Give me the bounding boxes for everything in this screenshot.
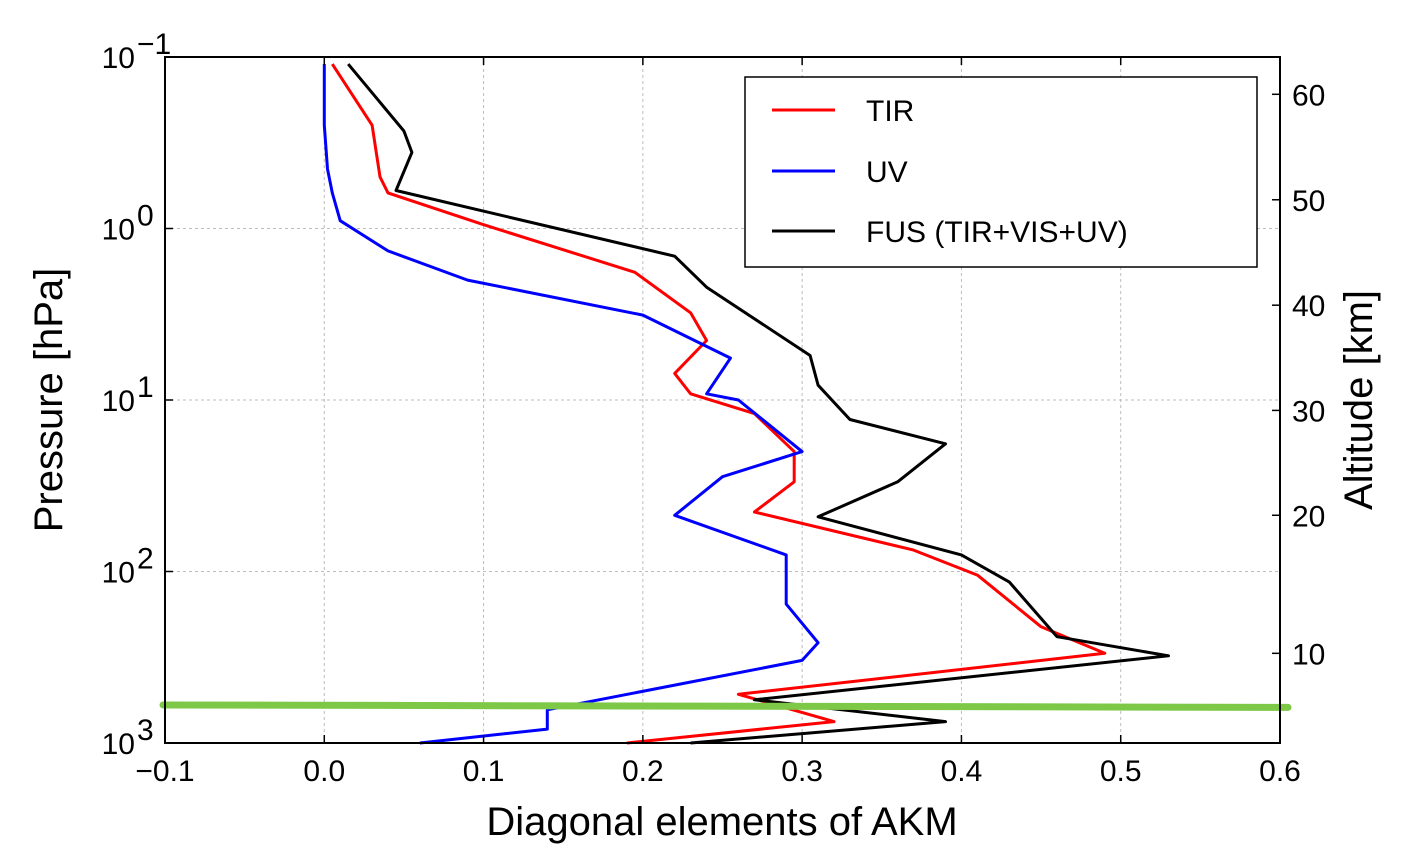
legend-label-fus: FUS (TIR+VIS+UV) [866, 216, 1128, 249]
y-tick-exponent: −1 [137, 28, 171, 61]
y2-tick-label: 20 [1292, 500, 1325, 533]
y-tick-exponent: 0 [137, 200, 154, 233]
x-tick-label: −0.1 [135, 755, 194, 788]
x-tick-label: 0.5 [1100, 755, 1142, 788]
x-tick-label: 0.1 [463, 755, 505, 788]
y2-axis: 10 20 30 40 50 60 [1272, 79, 1325, 671]
legend-label-uv: UV [866, 156, 908, 189]
y2-tick-label: 60 [1292, 79, 1325, 112]
x-tick-label: 0.4 [941, 755, 983, 788]
y-tick-label: 10 [102, 214, 135, 247]
y-tick-label: 10 [102, 42, 135, 75]
x-tick-label: 0.3 [781, 755, 823, 788]
x-tick-label: 0.2 [622, 755, 664, 788]
reference-line [159, 701, 1292, 711]
plot-series [322, 63, 1170, 745]
y2-tick-label: 10 [1292, 638, 1325, 671]
x-tick-label: 0.6 [1259, 755, 1301, 788]
series-line-uv [322, 64, 820, 745]
y-tick-exponent: 1 [137, 371, 154, 404]
y-tick-label: 10 [102, 385, 135, 418]
x-tick-label: 0.0 [303, 755, 345, 788]
legend-label-tir: TIR [866, 95, 914, 128]
x-axis-title: Diagonal elements of AKM [486, 800, 957, 844]
legend: TIR UV FUS (TIR+VIS+UV) [744, 76, 1258, 268]
y-tick-label: 10 [102, 557, 135, 590]
y2-tick-label: 40 [1292, 290, 1325, 323]
y2-tick-label: 50 [1292, 185, 1325, 218]
series-line-fus-tir-vis-uv [347, 63, 1170, 745]
y-tick-exponent: 3 [137, 714, 154, 747]
y-tick-label: 10 [102, 728, 135, 761]
y2-tick-label: 30 [1292, 395, 1325, 428]
reference-line-layer [159, 701, 1292, 711]
y-tick-exponent: 2 [137, 543, 154, 576]
y-axis-title: Pressure [hPa] [27, 268, 71, 533]
y2-axis-title: Altitude [km] [1337, 290, 1381, 510]
x-axis: −0.1 0.0 0.1 0.2 0.3 0.4 0.5 0.6 [135, 57, 1301, 788]
